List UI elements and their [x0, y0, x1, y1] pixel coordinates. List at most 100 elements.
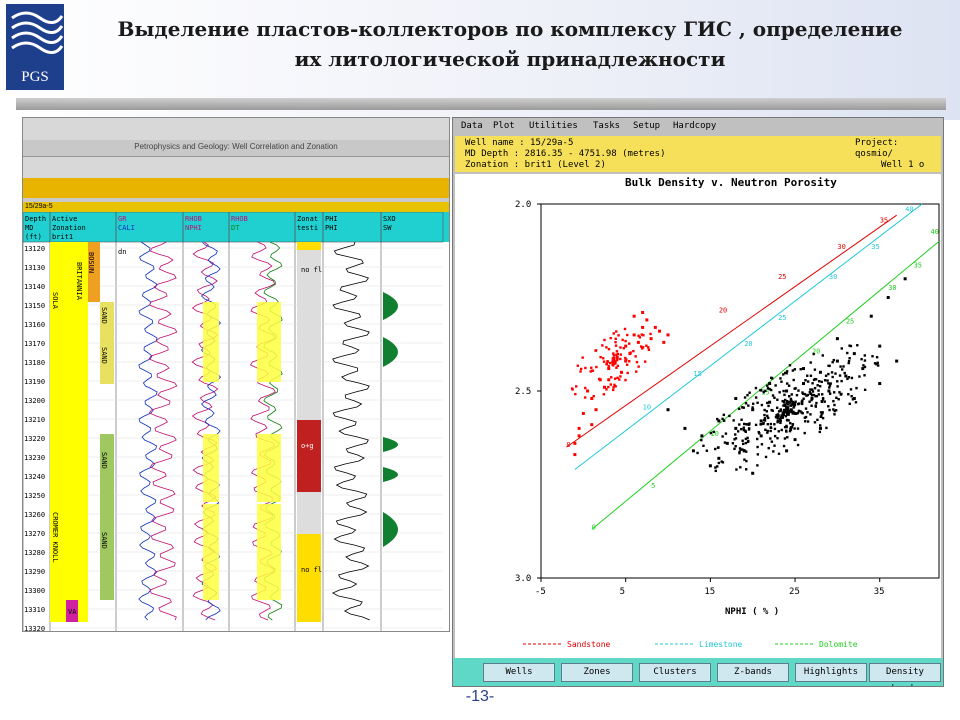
- track-header-label: testi: [297, 224, 318, 232]
- cluster-point: [789, 408, 793, 411]
- cluster-point-red: [612, 332, 615, 335]
- cluster-point-red: [614, 337, 617, 340]
- track-header-label: RHOB: [185, 215, 202, 223]
- cluster-point-red: [621, 338, 624, 342]
- track-header-label: GR: [118, 215, 127, 223]
- cluster-point: [810, 404, 813, 407]
- data-point: [649, 337, 653, 341]
- menu-utilities[interactable]: Utilities: [529, 121, 578, 131]
- cluster-point: [809, 361, 812, 364]
- cluster-point: [779, 416, 783, 420]
- cluster-point: [781, 399, 784, 403]
- data-point: [658, 329, 662, 333]
- menu-data[interactable]: Data: [461, 121, 483, 131]
- cluster-point-red: [614, 360, 617, 363]
- density-bands-button[interactable]: Density bands: [869, 663, 941, 686]
- y-tick-label: 2.0: [515, 200, 531, 210]
- cluster-point-red: [611, 357, 615, 360]
- cluster-point: [756, 464, 759, 467]
- cluster-point: [770, 376, 773, 380]
- cluster-point-red: [601, 344, 604, 347]
- cluster-point: [789, 421, 792, 425]
- cluster-point-red: [594, 349, 598, 352]
- cluster-point: [733, 438, 736, 441]
- cluster-point: [802, 397, 805, 400]
- wells-button[interactable]: Wells: [483, 663, 555, 682]
- lithology-porosity-label: 35: [871, 243, 879, 251]
- cluster-point-red: [579, 367, 583, 371]
- cluster-point: [721, 417, 724, 421]
- menu-setup[interactable]: Setup: [633, 121, 661, 131]
- lithology-line-limestone: [574, 203, 923, 470]
- cluster-point: [732, 419, 735, 422]
- cluster-point: [790, 393, 793, 396]
- cluster-point-red: [640, 333, 643, 336]
- data-point: [734, 396, 738, 400]
- cluster-point: [779, 419, 782, 422]
- cluster-point: [746, 393, 749, 397]
- cluster-point-red: [574, 392, 577, 396]
- cluster-point: [849, 344, 853, 348]
- well-info-panel: Well name : 15/29a-5 MD Depth : 2816.35 …: [455, 136, 941, 172]
- data-point: [818, 370, 822, 374]
- cluster-point: [766, 387, 770, 390]
- cluster-point-red: [639, 345, 643, 348]
- cluster-point: [741, 448, 744, 451]
- menu-plot[interactable]: Plot: [493, 121, 515, 131]
- data-point: [844, 374, 848, 378]
- cluster-point: [791, 401, 795, 405]
- cluster-point: [796, 411, 800, 415]
- cluster-point-red: [570, 387, 574, 390]
- cluster-point: [745, 468, 748, 471]
- cluster-point: [849, 388, 853, 391]
- cluster-point: [791, 423, 794, 427]
- menu-tasks[interactable]: Tasks: [593, 121, 621, 131]
- well-tab[interactable]: 15/29a-5: [23, 202, 449, 212]
- cluster-point-red: [624, 356, 627, 360]
- cluster-point: [818, 430, 821, 434]
- data-point: [768, 382, 772, 386]
- cluster-point: [800, 400, 804, 403]
- highlights-button[interactable]: Highlights: [795, 663, 867, 682]
- cluster-point: [847, 361, 850, 365]
- data-point: [869, 314, 873, 318]
- zones-button[interactable]: Zones: [561, 663, 633, 682]
- clusters-button[interactable]: Clusters: [639, 663, 711, 682]
- menu-hardcopy[interactable]: Hardcopy: [673, 121, 717, 131]
- cluster-point: [777, 430, 780, 433]
- cluster-point: [744, 430, 747, 434]
- cluster-point: [776, 436, 779, 440]
- cluster-point: [821, 416, 825, 420]
- depth-label: 13280: [24, 549, 45, 557]
- cluster-point-red: [607, 385, 610, 389]
- cluster-point: [812, 352, 815, 356]
- data-point: [624, 344, 628, 348]
- cluster-point: [780, 380, 783, 383]
- cluster-point-red: [592, 394, 595, 398]
- lithology-porosity-label: 25: [778, 314, 786, 322]
- cluster-point-red: [607, 347, 611, 351]
- z-bands-button[interactable]: Z-bands: [717, 663, 789, 682]
- depth-label: 13320: [24, 625, 45, 632]
- zone-label-sola: SOLA: [51, 292, 59, 310]
- cluster-point: [808, 390, 812, 394]
- cluster-point: [806, 374, 809, 377]
- pgs-logo: PGS: [6, 4, 64, 90]
- cluster-point: [736, 430, 740, 433]
- legend-label-limestone: Limestone: [699, 640, 743, 649]
- cluster-point: [782, 373, 785, 376]
- cluster-point: [782, 404, 785, 407]
- track-header-label: DT: [231, 224, 240, 232]
- x-tick-label: 25: [789, 587, 800, 597]
- cluster-point: [759, 422, 763, 426]
- cluster-point: [832, 358, 835, 362]
- cluster-point: [790, 426, 794, 429]
- cluster-point: [863, 374, 866, 377]
- cluster-point: [835, 396, 838, 399]
- cluster-point: [722, 413, 726, 417]
- cluster-point: [792, 410, 795, 414]
- legend-label-dolomite: Dolomite: [819, 640, 858, 649]
- cluster-point: [780, 428, 783, 432]
- cluster-point: [832, 391, 836, 394]
- cluster-point: [740, 427, 743, 431]
